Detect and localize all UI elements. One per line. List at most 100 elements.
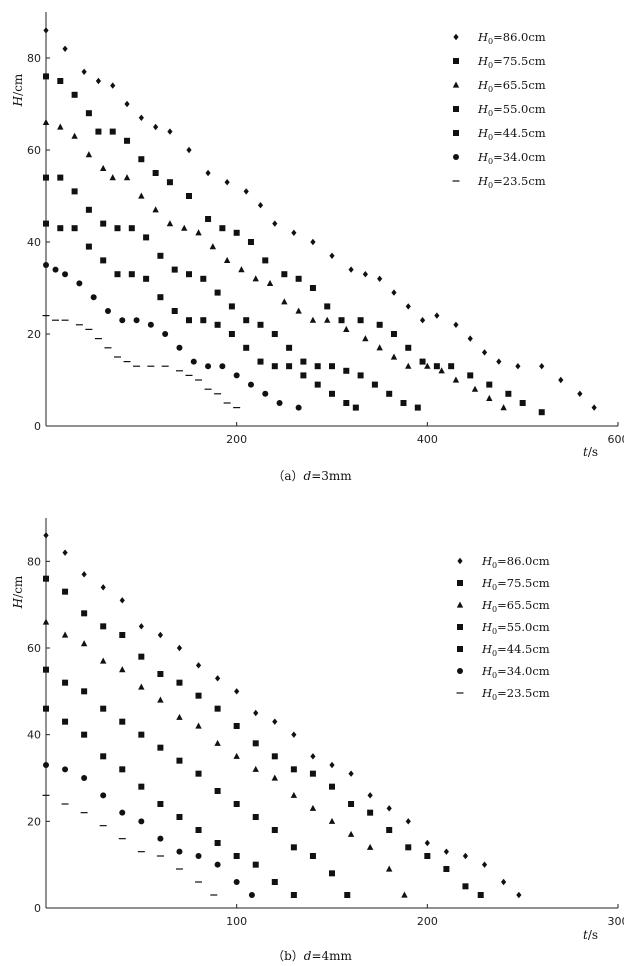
x-axis-label-variable: t — [583, 445, 588, 459]
data-point — [128, 225, 135, 232]
data-point — [324, 316, 331, 323]
data-point — [357, 372, 364, 379]
legend-subscript: 0 — [492, 693, 497, 702]
data-point — [290, 844, 297, 851]
data-point — [171, 308, 178, 314]
data-point — [271, 363, 278, 370]
data-point — [186, 146, 192, 154]
legend-label: H0=65.5cm — [477, 78, 546, 94]
data-point — [347, 830, 355, 837]
data-point — [310, 238, 316, 246]
legend-label: H0=23.5cm — [477, 174, 546, 190]
y-axis-label-variable: H — [11, 597, 25, 609]
data-point — [401, 891, 408, 898]
x-tick-label: 300 — [608, 915, 624, 928]
data-point — [138, 653, 145, 660]
x-tick-label: 100 — [226, 915, 247, 928]
data-point — [457, 557, 463, 565]
data-point — [228, 331, 235, 337]
data-point — [314, 381, 321, 388]
data-point — [85, 151, 93, 158]
data-point — [462, 883, 469, 890]
data-point — [233, 879, 240, 885]
data-point — [233, 723, 240, 729]
data-point — [157, 294, 164, 301]
data-point — [200, 317, 207, 324]
data-point — [367, 809, 374, 816]
data-point — [100, 164, 107, 171]
data-point — [276, 400, 283, 406]
data-point — [195, 692, 202, 699]
data-point — [300, 372, 307, 379]
data-point — [243, 317, 250, 324]
legend-value: =34.0cm — [497, 664, 550, 678]
data-point — [195, 853, 202, 859]
data-point — [171, 266, 178, 273]
data-point — [85, 243, 92, 250]
data-point — [205, 363, 212, 370]
data-point — [453, 58, 459, 64]
data-point — [52, 266, 59, 273]
series — [43, 575, 484, 898]
data-point — [100, 257, 107, 264]
data-point — [100, 792, 107, 799]
data-point — [539, 363, 545, 370]
data-point — [419, 358, 426, 365]
series — [42, 315, 241, 409]
legend-entry: H0=75.5cm — [453, 54, 546, 70]
data-point — [62, 766, 69, 773]
data-point — [214, 788, 221, 794]
data-point — [481, 349, 488, 356]
series — [43, 705, 297, 898]
data-point — [157, 631, 163, 639]
data-point — [109, 174, 116, 181]
data-point — [233, 372, 240, 379]
data-point — [62, 588, 69, 595]
data-point — [310, 753, 316, 760]
legend-label: H0=34.0cm — [477, 150, 546, 166]
data-point — [405, 844, 412, 851]
panel-b-caption: （b）d=4mm — [0, 947, 624, 964]
legend-subscript: 0 — [488, 181, 493, 190]
legend-subscript: 0 — [488, 133, 493, 142]
data-point — [405, 344, 412, 351]
data-point — [62, 679, 69, 686]
data-point — [61, 631, 69, 638]
data-point — [186, 193, 192, 199]
data-point — [519, 400, 526, 406]
data-point — [309, 853, 316, 859]
legend-entry: H0=44.5cm — [453, 126, 546, 142]
data-point — [43, 73, 49, 80]
data-point — [157, 744, 164, 751]
data-point — [343, 325, 350, 332]
data-point — [257, 321, 264, 328]
data-point — [157, 835, 164, 842]
data-point — [43, 220, 49, 227]
legend-value: =86.0cm — [493, 30, 546, 44]
data-point — [257, 202, 264, 209]
data-point — [329, 870, 335, 877]
data-point — [405, 362, 412, 369]
data-point — [133, 317, 140, 324]
data-point — [186, 271, 192, 278]
data-point — [43, 262, 49, 268]
legend-subscript: 0 — [488, 37, 493, 46]
series — [43, 174, 421, 411]
legend-subscript: 0 — [488, 61, 493, 70]
data-point — [57, 174, 64, 181]
data-point — [100, 753, 107, 760]
caption-value: =4mm — [311, 949, 352, 963]
legend-variable: H — [481, 554, 493, 568]
data-point — [138, 683, 145, 690]
data-point — [176, 757, 183, 764]
data-point — [290, 766, 297, 773]
data-point — [110, 82, 116, 89]
legend-subscript: 0 — [492, 627, 497, 636]
data-point — [443, 866, 450, 872]
legend-variable: H — [477, 54, 489, 68]
caption-value: =3mm — [311, 469, 352, 483]
data-point — [195, 827, 202, 833]
data-point — [157, 801, 164, 807]
data-point — [209, 243, 217, 250]
data-point — [57, 123, 64, 130]
